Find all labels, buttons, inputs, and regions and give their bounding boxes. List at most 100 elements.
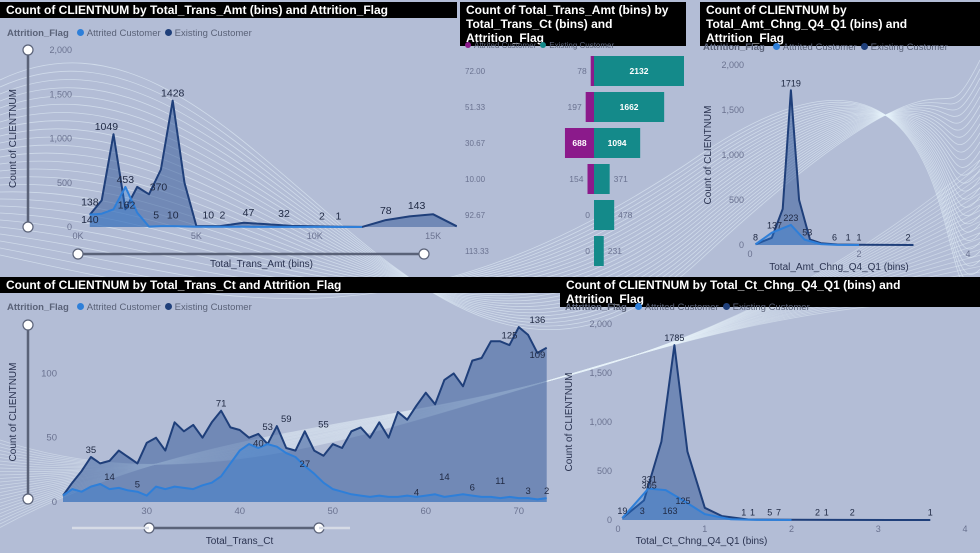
legend-existing-label[interactable]: Existing Customer [732,302,810,313]
panel-trans-ct-funnel: Count of Total_Trans_Amt (bins) by Total… [460,2,697,277]
wave-line [0,113,980,305]
wave-line [0,114,980,294]
panel-trans-amt: Count of CLIENTNUM by Total_Trans_Amt (b… [0,2,457,277]
data-label: 3 [640,506,645,516]
legend-attrited-label[interactable]: Attrited Customer [474,41,537,50]
panel-trans-ct: Count of CLIENTNUM by Total_Trans_Ct and… [0,277,560,553]
legend-attrited-label[interactable]: Attrited Customer [782,42,857,53]
data-label: 71 [216,399,227,410]
data-label: 10 [202,210,214,222]
range-slider-handle[interactable] [22,319,34,331]
y-tick-label: 2,000 [49,45,72,55]
range-slider-handle[interactable] [418,248,430,260]
bar-attrited[interactable] [564,128,594,158]
data-label: 1 [856,232,861,242]
data-label: 223 [783,213,798,223]
data-label: 1 [750,507,755,517]
bar-value-label: 1094 [608,138,627,148]
data-label: 40 [253,439,264,450]
bar-existing[interactable] [594,128,641,158]
wave-line [0,114,980,299]
data-label: 1 [824,507,829,517]
legend: Attrited Customer Existing Customer [465,41,614,50]
bar-existing[interactable] [594,56,684,86]
data-label: 136 [529,315,545,326]
range-slider-handle[interactable] [22,44,34,56]
legend-attrited-dot [772,43,780,50]
wave-line [0,59,980,331]
x-tick-label: 3 [876,524,881,534]
category-label: 113.33 [465,247,489,256]
panel-amt-chng: Count of CLIENTNUM by Total_Amt_Chng_Q4_… [700,2,980,277]
bar-existing[interactable] [594,200,615,230]
legend-attrited-dot [465,42,471,48]
legend-attrited-label[interactable]: Attrited Customer [86,302,161,313]
legend: Attrition_Flag Attrited Customer Existing … [703,42,948,53]
data-label: 53 [802,228,812,238]
data-label: 162 [118,200,136,212]
legend-existing-label[interactable]: Existing Customer [549,41,615,50]
series-area-existing [622,345,931,520]
legend-existing-label[interactable]: Existing Customer [870,42,948,53]
x-tick-label: 70 [514,506,525,517]
data-label: 1 [846,232,851,242]
wave-line [0,114,980,292]
data-label: 10 [167,210,179,222]
data-label: 137 [767,221,782,231]
legend-existing-dot [860,43,868,50]
category-label: 92.67 [465,211,486,220]
panel-title: Count of CLIENTNUM by Total_Trans_Ct and… [0,277,560,293]
category-label: 10.00 [465,175,486,184]
wave-line [0,108,980,286]
series-line-existing [62,326,548,497]
x-tick-label: 4 [962,524,967,534]
y-tick-label: 2,000 [589,319,612,329]
data-label: 14 [439,472,450,483]
data-label: 2 [850,507,855,517]
range-slider-handle[interactable] [22,493,34,505]
series-area-existing [755,90,914,245]
x-tick-label: 0 [747,249,752,259]
series-line-attrited [89,185,363,228]
bar-attrited[interactable] [587,164,594,194]
bar-existing[interactable] [594,164,610,194]
wave-line [0,110,980,286]
data-label: 59 [281,414,292,425]
y-tick-label: 1,000 [49,134,72,144]
wave-line [0,113,980,307]
data-label: 1049 [95,121,119,133]
bar-attrited[interactable] [590,56,594,86]
range-slider-handle[interactable] [22,221,34,233]
x-tick-label: 40 [234,506,245,517]
data-label: 3 [525,486,530,497]
data-label: 78 [380,205,392,217]
legend-attrited-dot [634,303,642,310]
legend-attrited-label[interactable]: Attrited Customer [86,28,161,39]
legend-attrited-label[interactable]: Attrited Customer [644,302,719,313]
panel-title: Count of CLIENTNUM by Total_Ct_Chng_Q4_Q… [560,277,980,307]
data-label: 5 [135,480,140,491]
x-tick-label: 0 [615,524,620,534]
legend-existing-label[interactable]: Existing Customer [174,28,252,39]
category-label: 51.33 [465,103,486,112]
wave-line [0,114,980,296]
data-label: 109 [529,350,545,361]
x-tick-label: 4 [965,249,970,259]
bar-existing[interactable] [594,92,665,122]
wave-line [0,68,980,327]
y-tick-label: 500 [57,178,72,188]
wave-line [0,105,980,289]
range-slider-handle[interactable] [72,248,84,260]
bar-existing[interactable] [594,236,604,266]
panel-title: Count of CLIENTNUM by Total_Amt_Chng_Q4_… [700,2,980,46]
data-label: 1 [336,210,342,222]
data-label: 6 [832,232,837,242]
data-label: 305 [642,481,657,491]
bar-attrited[interactable] [585,92,594,122]
wave-line [0,114,980,302]
data-label: 32 [278,208,290,220]
bar-value-label: 688 [572,138,586,148]
legend-existing-label[interactable]: Existing Customer [174,302,252,313]
x-tick-label: 1 [702,524,707,534]
